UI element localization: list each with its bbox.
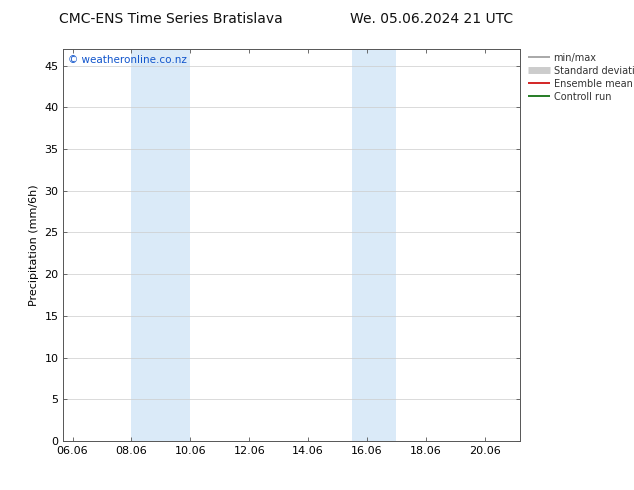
Text: CMC-ENS Time Series Bratislava: CMC-ENS Time Series Bratislava bbox=[60, 12, 283, 26]
Y-axis label: Precipitation (mm/6h): Precipitation (mm/6h) bbox=[29, 184, 39, 306]
Bar bbox=[353, 49, 396, 441]
Text: We. 05.06.2024 21 UTC: We. 05.06.2024 21 UTC bbox=[349, 12, 513, 26]
Legend: min/max, Standard deviation, Ensemble mean run, Controll run: min/max, Standard deviation, Ensemble me… bbox=[524, 49, 634, 105]
Text: © weatheronline.co.nz: © weatheronline.co.nz bbox=[68, 55, 187, 65]
Bar bbox=[131, 49, 190, 441]
